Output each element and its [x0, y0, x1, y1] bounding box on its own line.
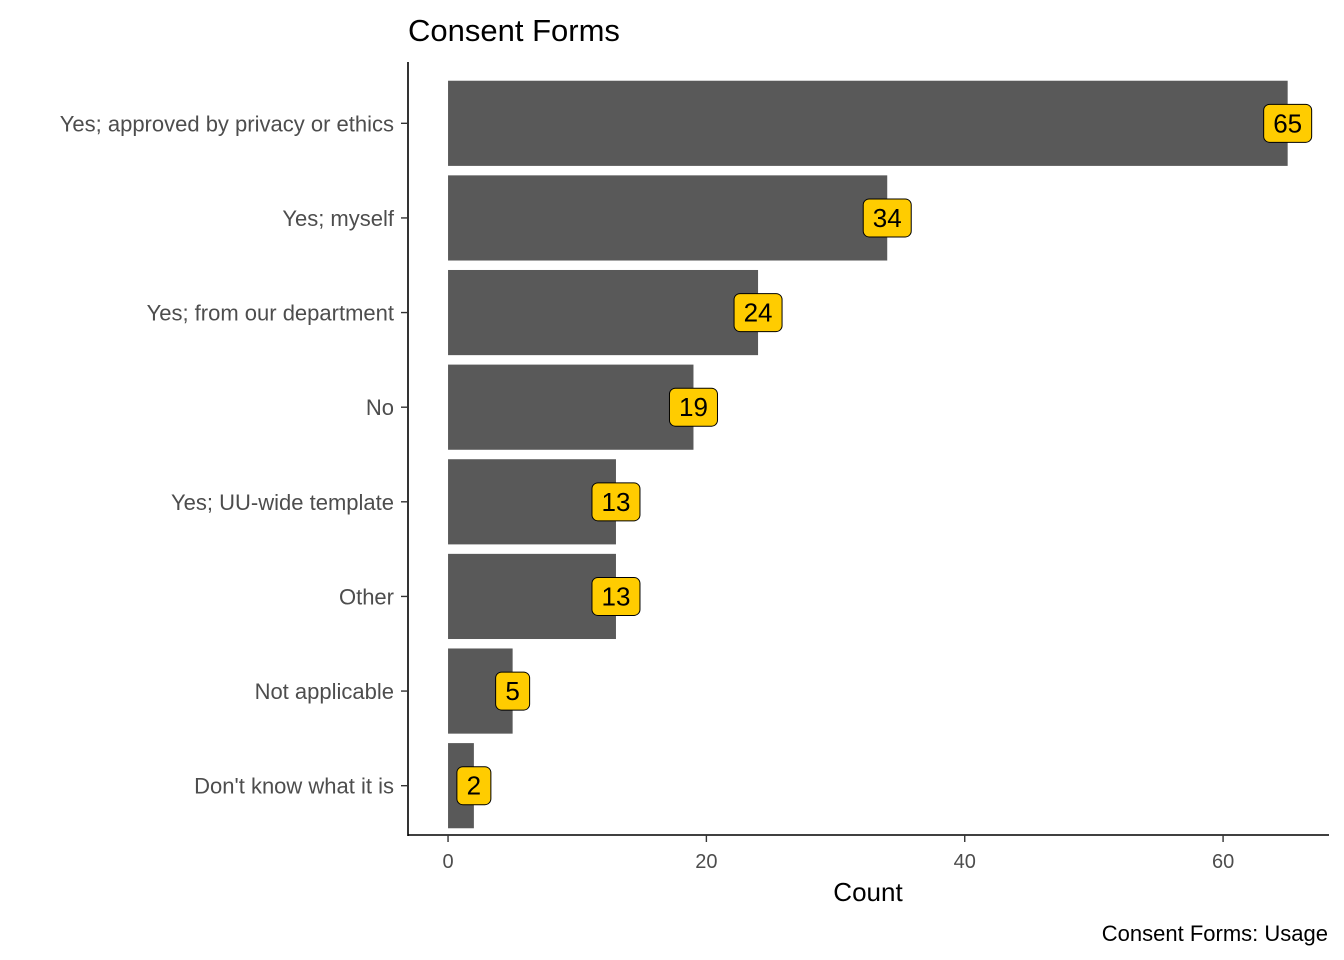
data-label-box: [591, 576, 641, 616]
data-label-text: 5: [505, 676, 519, 706]
y-tick-label: No: [366, 395, 394, 420]
y-tick-label: Don't know what it is: [194, 774, 394, 799]
data-label-box: [862, 198, 912, 238]
data-label: 65: [1263, 103, 1313, 143]
data-label-text: 19: [679, 392, 708, 422]
chart-title: Consent Forms: [408, 13, 620, 48]
chart-caption: Consent Forms: Usage: [1102, 921, 1328, 946]
data-label: 2: [456, 766, 492, 806]
data-label-text: 13: [602, 581, 631, 611]
bar: [448, 175, 888, 261]
data-label-box: [1263, 103, 1313, 143]
data-label-box: [456, 766, 492, 806]
bar: [448, 269, 759, 356]
x-axis-ticks: 0 20 40 60: [442, 835, 1234, 873]
data-label-text: 34: [873, 203, 902, 233]
data-label-box: [495, 671, 531, 711]
data-label-text: 65: [1273, 108, 1302, 138]
bar: [448, 553, 616, 640]
data-label: 13: [591, 576, 641, 616]
y-tick-label: Other: [339, 584, 394, 609]
y-tick-label: Yes; UU-wide template: [171, 490, 394, 515]
x-tick-label: 20: [695, 851, 717, 873]
x-tick-label: 60: [1212, 851, 1234, 873]
data-label-text: 13: [602, 487, 631, 517]
y-tick-label: Yes; from our department: [147, 301, 394, 326]
bar: [448, 80, 1288, 166]
data-label: 13: [591, 482, 641, 522]
data-label-text: 24: [744, 298, 773, 328]
data-label-text: 2: [467, 771, 481, 801]
data-label: 24: [733, 293, 783, 333]
x-tick-label: 40: [954, 851, 976, 873]
y-axis-ticks: Yes; approved by privacy or ethics Yes; m…: [60, 111, 408, 799]
x-axis-label: Count: [833, 877, 903, 907]
data-label: 19: [668, 387, 718, 427]
y-tick-label: Yes; approved by privacy or ethics: [60, 111, 394, 136]
bar: [448, 364, 694, 450]
bars-group: [448, 80, 1288, 829]
data-labels-group: 65 34 24 19 13 13 5 2: [456, 103, 1313, 806]
data-label-box: [591, 482, 641, 522]
bar: [448, 459, 616, 545]
y-tick-label: Yes; myself: [282, 206, 395, 231]
data-label: 34: [862, 198, 912, 238]
data-label-box: [733, 293, 783, 333]
data-label-box: [668, 387, 718, 427]
data-label: 5: [495, 671, 531, 711]
y-tick-label: Not applicable: [255, 679, 394, 704]
x-tick-label: 0: [442, 851, 453, 873]
